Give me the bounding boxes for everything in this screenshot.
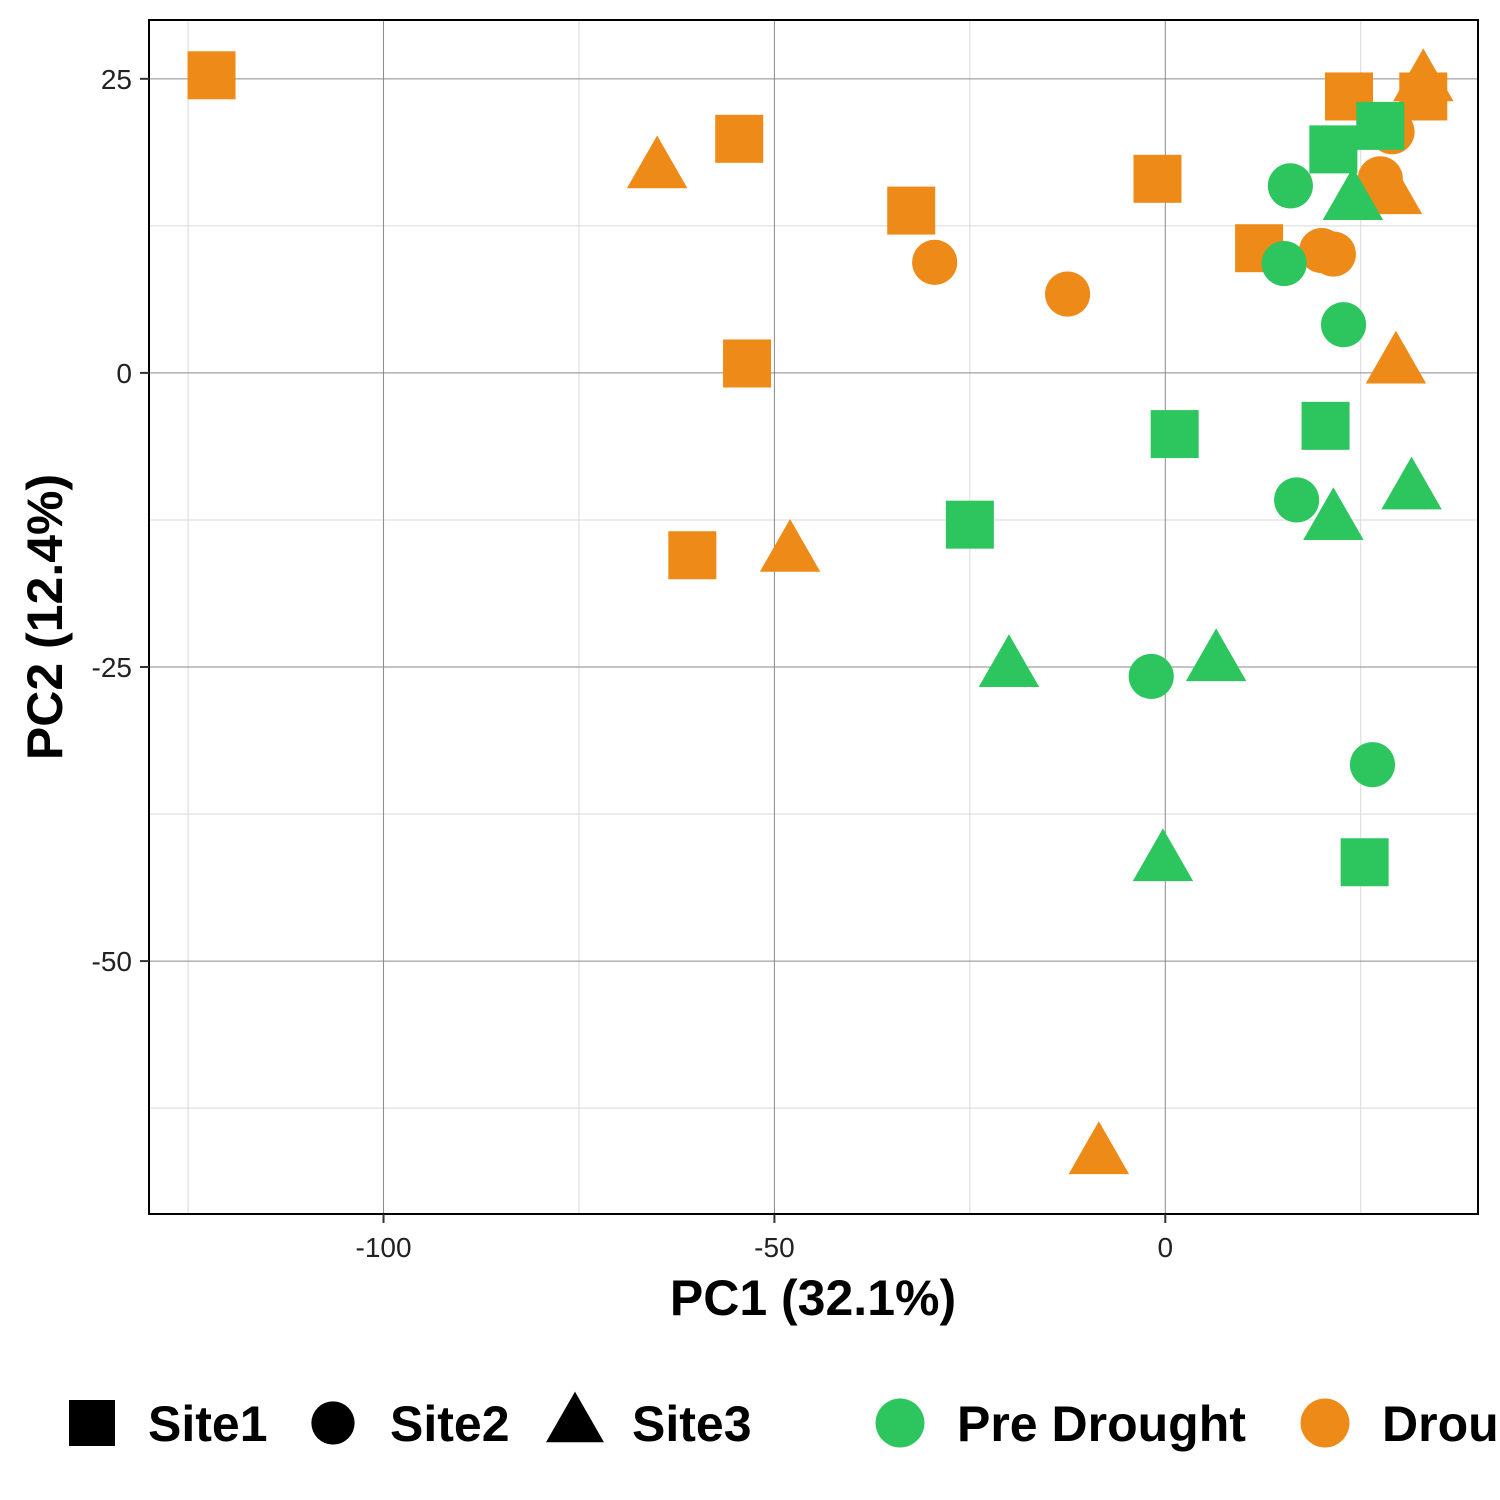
- data-point-drought-site1: [668, 531, 717, 580]
- legend-key-site3: [546, 1391, 604, 1443]
- data-point-drought-site1: [1133, 154, 1182, 203]
- data-point-pre-drought-site2: [1267, 163, 1313, 209]
- data-point-drought-site1: [723, 339, 772, 388]
- x-axis-title: PC1 (32.1%): [670, 1270, 956, 1326]
- data-point-pre-drought-site2: [1349, 742, 1396, 788]
- data-point-pre-drought-site1: [1356, 101, 1405, 150]
- data-point-pre-drought-site2: [1320, 302, 1367, 348]
- data-point-drought-site3: [1361, 161, 1423, 215]
- data-point-drought-site3: [1068, 1121, 1130, 1175]
- legend-label-site3: Site3: [632, 1396, 752, 1452]
- data-point-drought-site2: [912, 239, 958, 285]
- data-point-pre-drought-site1: [1309, 125, 1358, 174]
- data-point-drought-site3: [626, 135, 688, 189]
- data-points: [187, 48, 1454, 1175]
- legend-label-site2: Site2: [390, 1396, 510, 1452]
- data-point-drought-site1: [187, 51, 236, 100]
- data-point-drought-site3: [1365, 330, 1427, 384]
- data-point-pre-drought-site2: [1274, 477, 1320, 523]
- data-point-drought-site3: [1393, 48, 1454, 102]
- data-point-pre-drought-site3: [1132, 828, 1194, 882]
- data-point-drought-site2: [1045, 271, 1091, 317]
- legend-key-site2: [311, 1401, 355, 1445]
- y-axis-title: PC2 (12.4%): [17, 474, 73, 760]
- x-tick-label: -50: [754, 1232, 794, 1263]
- y-tick-label: 0: [116, 358, 132, 389]
- data-point-pre-drought-site1: [1301, 401, 1350, 450]
- x-tick-label: -100: [356, 1232, 412, 1263]
- y-tick-label: 25: [101, 64, 132, 95]
- legend-key-pre-drought: [875, 1398, 925, 1448]
- data-point-drought-site1: [887, 186, 936, 235]
- data-point-drought-site1: [715, 114, 764, 163]
- axis-ticks: -100 -50 0 25 0 -25 -50: [92, 64, 1174, 1263]
- data-point-pre-drought-site2: [1128, 653, 1174, 699]
- legend-label-pre-drought: Pre Drought: [957, 1396, 1246, 1452]
- data-point-pre-drought-site1: [945, 500, 994, 549]
- data-point-pre-drought-site1: [1150, 410, 1199, 459]
- y-tick-label: -25: [92, 652, 132, 683]
- data-point-pre-drought-site2: [1261, 240, 1307, 287]
- data-point-pre-drought-site3: [1185, 628, 1247, 682]
- data-point-pre-drought-site1: [1340, 838, 1389, 887]
- data-point-pre-drought-site3: [1322, 167, 1384, 221]
- legend-key-drought: [1300, 1398, 1350, 1448]
- plot-frame: [148, 19, 1479, 1215]
- data-point-pre-drought-site3: [978, 634, 1040, 688]
- data-point-pre-drought-site3: [1381, 456, 1442, 510]
- x-tick-label: 0: [1158, 1232, 1174, 1263]
- data-point-drought-site2: [1310, 231, 1356, 277]
- data-point-drought-site3: [759, 518, 821, 572]
- legend-key-site1: [69, 1400, 115, 1446]
- grid-lines: [149, 20, 1478, 1214]
- y-tick-label: -50: [92, 946, 132, 977]
- legend-label-site1: Site1: [148, 1396, 268, 1452]
- legend-label-drought: Drought: [1382, 1396, 1500, 1452]
- legend: Site1 Site2 Site3 Pre Drought Drought: [69, 1391, 1500, 1452]
- data-point-pre-drought-site3: [1303, 487, 1364, 541]
